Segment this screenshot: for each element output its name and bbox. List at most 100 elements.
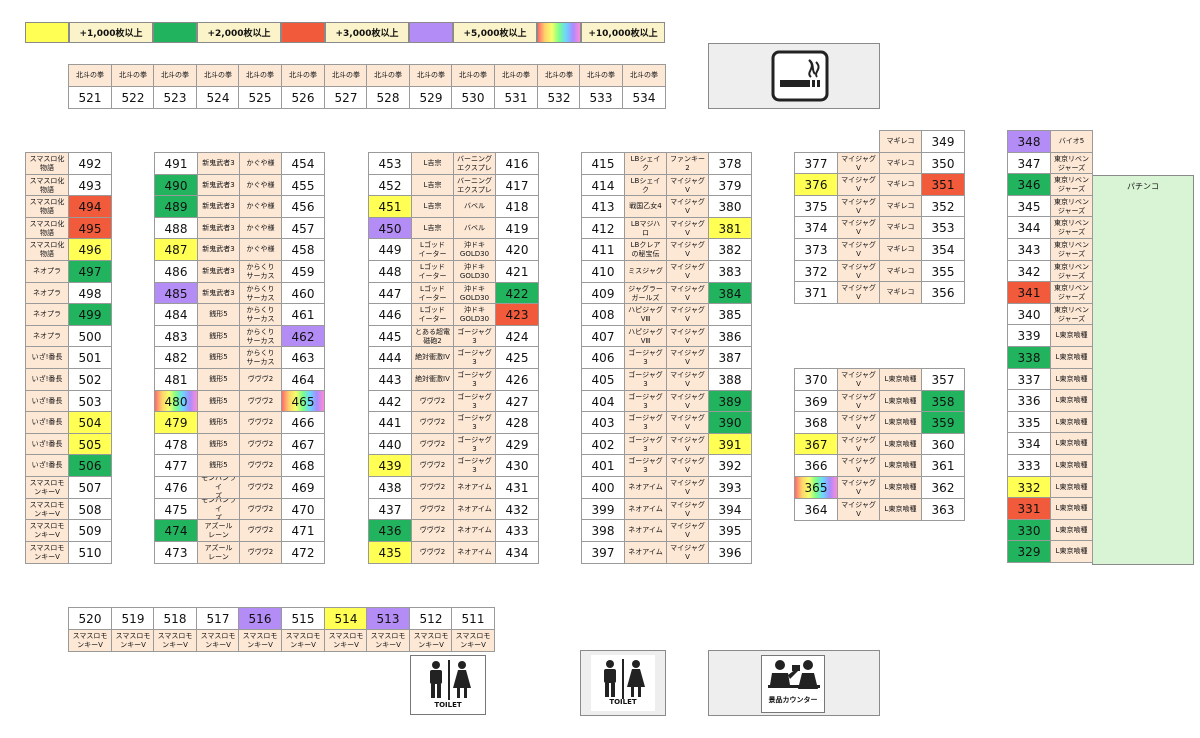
toilet-area-2: TOILET [580, 650, 666, 716]
machine-number-cell: 358 [921, 390, 965, 413]
machine-number-cell: 349 [921, 130, 965, 153]
machine-number-cell: 373 [794, 238, 838, 261]
machine-name-cell: スマスロモ ンキーV [25, 541, 69, 564]
machine-name-cell: 北斗の拳 [537, 64, 581, 87]
machine-name-cell: ヴヴヴ2 [239, 541, 282, 564]
machine-name-cell: L東京喰種 [879, 390, 922, 413]
legend-swatch [281, 22, 325, 43]
machine-name-cell: ハピジャグ VⅢ [624, 325, 667, 348]
machine-name-cell: マイジャグ V [666, 390, 709, 413]
machine-number-cell: 467 [281, 433, 325, 456]
machine-number-cell: 533 [579, 86, 623, 109]
machine-number-cell: 398 [581, 519, 625, 542]
machine-name-cell: ネオプラ [25, 282, 69, 305]
machine-number-cell: 495 [68, 217, 112, 240]
machine-name-cell: 銭形5 [197, 346, 240, 369]
machine-number-cell: 513 [366, 607, 410, 630]
machine-number-cell: 406 [581, 346, 625, 369]
machine-name-cell: 銭形5 [197, 368, 240, 391]
machine-name-cell: マイジャグ V [666, 346, 709, 369]
machine-number-cell: 407 [581, 325, 625, 348]
machine-number-cell: 479 [154, 411, 198, 434]
machine-name-cell: かぐや様 [239, 217, 282, 240]
machine-name-cell: マイジャグ V [666, 174, 709, 197]
machine-name-cell: マイジャグ V [666, 217, 709, 240]
machine-name-cell: マイジャグ V [666, 519, 709, 542]
machine-name-cell: いざ!番長 [25, 368, 69, 391]
machine-number-cell: 515 [281, 607, 325, 630]
machine-number-cell: 483 [154, 325, 198, 348]
machine-name-cell: からくり サーカス [239, 346, 282, 369]
machine-name-cell: ゴージャグ 3 [453, 433, 496, 456]
machine-name-cell: マイジャグ V [837, 454, 880, 477]
legend-label: +10,000枚以上 [581, 22, 665, 43]
machine-name-cell: Lゴッド イーター [411, 238, 454, 261]
machine-name-cell: ヴヴヴ2 [411, 519, 454, 542]
machine-name-cell: L東京喰種 [1050, 454, 1093, 477]
machine-name-cell: 東京リベン ジャーズ [1050, 173, 1093, 196]
machine-number-cell: 461 [281, 303, 325, 326]
machine-number-cell: 476 [154, 476, 198, 499]
machine-name-cell: ネオプラ [25, 325, 69, 348]
machine-number-cell: 411 [581, 238, 625, 261]
machine-number-cell: 439 [368, 454, 412, 477]
machine-number-cell: 350 [921, 152, 965, 175]
machine-number-cell: 505 [68, 433, 112, 456]
machine-name-cell: スマスロモ ンキーV [238, 629, 282, 652]
machine-number-cell: 534 [622, 86, 666, 109]
machine-number-cell: 428 [495, 411, 539, 434]
machine-name-cell: ヴヴヴ2 [239, 411, 282, 434]
machine-number-cell: 436 [368, 519, 412, 542]
machine-number-cell: 394 [708, 498, 752, 521]
machine-name-cell: いざ!番長 [25, 346, 69, 369]
machine-number-cell: 524 [196, 86, 240, 109]
machine-number-cell: 493 [68, 174, 112, 197]
machine-name-cell: ゴージャグ 3 [453, 390, 496, 413]
machine-number-cell: 508 [68, 498, 112, 521]
machine-name-cell: ゴージャグ 3 [624, 454, 667, 477]
machine-name-cell: 東京リベン ジャーズ [1050, 281, 1093, 304]
machine-number-cell: 340 [1007, 303, 1051, 326]
machine-number-cell: 364 [794, 498, 838, 521]
machine-name-cell: マギレコ [879, 281, 922, 304]
machine-number-cell: 443 [368, 368, 412, 391]
machine-name-cell: 東京リベン ジャーズ [1050, 238, 1093, 261]
machine-name-cell: ヴヴヴ2 [239, 368, 282, 391]
machine-number-cell: 387 [708, 346, 752, 369]
prize-counter-label: 景品カウンター [768, 696, 818, 704]
machine-number-cell: 457 [281, 217, 325, 240]
machine-name-cell: 北斗の拳 [451, 64, 495, 87]
machine-name-cell: いざ!番長 [25, 433, 69, 456]
machine-name-cell: LBシェイ ク [624, 174, 667, 197]
machine-name-cell: 北斗の拳 [494, 64, 538, 87]
machine-name-cell: マイジャグ V [666, 238, 709, 261]
machine-name-cell: ゴージャグ 3 [624, 390, 667, 413]
machine-number-cell: 390 [708, 411, 752, 434]
machine-number-cell: 447 [368, 282, 412, 305]
toilet-label: TOILET [609, 698, 637, 706]
machine-number-cell: 501 [68, 346, 112, 369]
machine-number-cell: 391 [708, 433, 752, 456]
machine-number-cell: 347 [1007, 152, 1051, 175]
machine-number-cell: 438 [368, 476, 412, 499]
legend-label: +5,000枚以上 [453, 22, 537, 43]
machine-name-cell: ゴージャグ 3 [624, 346, 667, 369]
machine-number-cell: 366 [794, 454, 838, 477]
machine-name-cell: スマスロ化 物語 [25, 174, 69, 197]
machine-number-cell: 362 [921, 476, 965, 499]
machine-name-cell: 沖ドキ GOLD30 [453, 260, 496, 283]
machine-name-cell: 北斗の拳 [324, 64, 368, 87]
machine-number-cell: 352 [921, 195, 965, 218]
machine-number-cell: 401 [581, 454, 625, 477]
machine-number-cell: 510 [68, 541, 112, 564]
machine-number-cell: 504 [68, 411, 112, 434]
machine-name-cell: 東京リベン ジャーズ [1050, 303, 1093, 326]
machine-number-cell: 426 [495, 368, 539, 391]
machine-number-cell: 413 [581, 195, 625, 218]
machine-name-cell: スマスロモ ンキーV [324, 629, 368, 652]
machine-name-cell: ゴージャグ 3 [624, 411, 667, 434]
machine-number-cell: 520 [68, 607, 112, 630]
machine-number-cell: 386 [708, 325, 752, 348]
machine-name-cell: ゴージャグ 3 [453, 454, 496, 477]
machine-name-cell: ゴージャグ 3 [453, 368, 496, 391]
